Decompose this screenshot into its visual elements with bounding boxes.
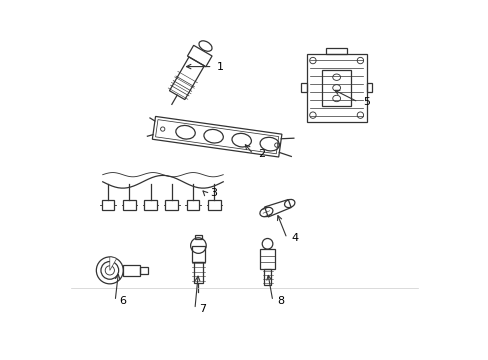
Bar xyxy=(144,200,157,210)
Bar xyxy=(306,54,366,122)
Text: 3: 3 xyxy=(210,189,217,198)
Bar xyxy=(207,200,220,210)
Bar xyxy=(122,200,135,210)
Bar xyxy=(192,246,204,262)
Bar xyxy=(186,200,199,210)
Bar xyxy=(123,265,140,276)
Bar xyxy=(264,269,270,284)
Bar xyxy=(366,84,371,92)
Text: 4: 4 xyxy=(291,234,298,243)
Bar xyxy=(102,200,114,210)
Text: 1: 1 xyxy=(217,62,224,72)
Bar xyxy=(301,84,306,92)
Bar xyxy=(195,235,202,239)
Bar xyxy=(193,262,203,283)
Text: 6: 6 xyxy=(120,296,126,306)
Text: 8: 8 xyxy=(277,296,284,306)
Text: 7: 7 xyxy=(199,304,206,314)
Bar xyxy=(259,249,275,269)
Bar xyxy=(140,267,148,274)
Bar xyxy=(322,70,350,105)
Bar xyxy=(165,200,178,210)
Text: 2: 2 xyxy=(258,149,264,159)
Text: 5: 5 xyxy=(362,97,369,107)
Bar xyxy=(325,48,346,54)
Wedge shape xyxy=(110,257,116,270)
